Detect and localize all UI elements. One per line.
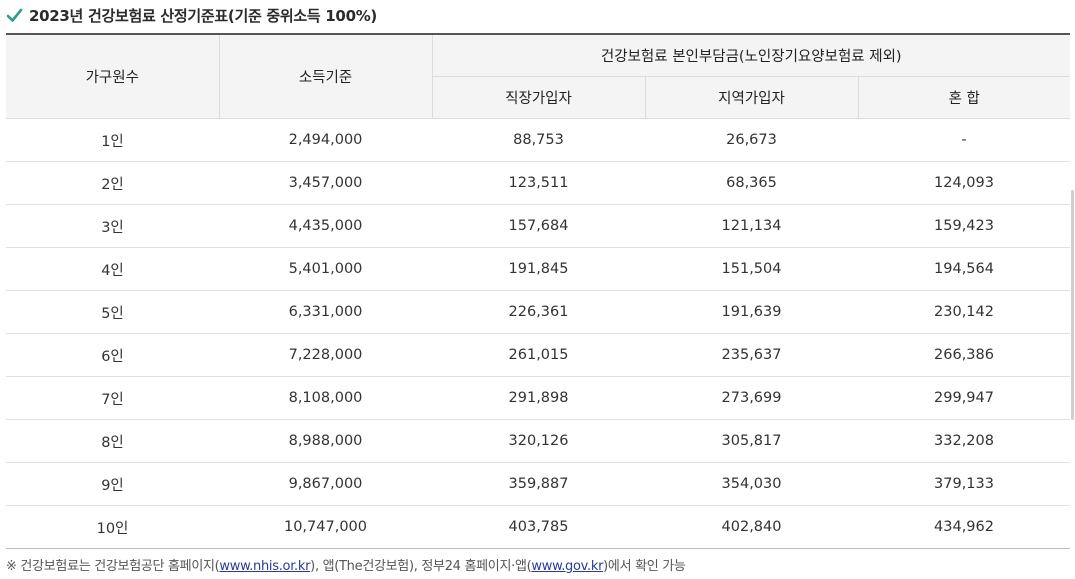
table-row: 7인 8,108,000 291,898 273,699 299,947 xyxy=(6,376,1070,420)
footnote-middle: ), 앱(The건강보험), 정부24 홈페이지·앱( xyxy=(310,559,532,574)
cell-regional: 68,365 xyxy=(645,161,858,205)
cell-income: 6,331,000 xyxy=(219,290,432,334)
footnote-suffix: )에서 확인 가능 xyxy=(603,559,686,574)
cell-regional: 402,840 xyxy=(645,505,858,549)
table-row: 6인 7,228,000 261,015 235,637 266,386 xyxy=(6,333,1070,377)
cell-income: 4,435,000 xyxy=(219,204,432,248)
scrollbar[interactable] xyxy=(1071,190,1074,420)
cell-regional: 151,504 xyxy=(645,247,858,291)
header-household: 가구원수 xyxy=(6,33,219,119)
footnote-prefix: ※ 건강보험료는 건강보험공단 홈페이지( xyxy=(6,559,220,574)
cell-mixed: 159,423 xyxy=(858,204,1070,248)
header-row-sub: 직장가입자 지역가입자 혼 합 xyxy=(6,76,1070,119)
cell-household: 4인 xyxy=(6,247,219,291)
premium-table: 가구원수 소득기준 건강보험료 본인부담금(노인장기요양보험료 제외) 직장가입… xyxy=(6,33,1070,549)
table-row: 3인 4,435,000 157,684 121,134 159,423 xyxy=(6,204,1070,248)
cell-household: 1인 xyxy=(6,118,219,162)
cell-regional: 191,639 xyxy=(645,290,858,334)
cell-workplace: 88,753 xyxy=(432,118,645,162)
section-header: 2023년 건강보험료 산정기준표(기준 중위소득 100%) xyxy=(6,3,377,27)
table-row: 8인 8,988,000 320,126 305,817 332,208 xyxy=(6,419,1070,463)
cell-income: 9,867,000 xyxy=(219,462,432,506)
footnote: ※ 건강보험료는 건강보험공단 홈페이지(www.nhis.or.kr), 앱(… xyxy=(6,555,686,574)
cell-regional: 26,673 xyxy=(645,118,858,162)
cell-household: 5인 xyxy=(6,290,219,334)
header-premium-group: 건강보험료 본인부담금(노인장기요양보험료 제외) xyxy=(431,33,1070,77)
cell-regional: 354,030 xyxy=(645,462,858,506)
table-row: 10인 10,747,000 403,785 402,840 434,962 xyxy=(6,505,1070,549)
cell-workplace: 157,684 xyxy=(432,204,645,248)
cell-income: 3,457,000 xyxy=(219,161,432,205)
cell-household: 9인 xyxy=(6,462,219,506)
page-title: 2023년 건강보험료 산정기준표(기준 중위소득 100%) xyxy=(29,6,377,25)
table-row: 4인 5,401,000 191,845 151,504 194,564 xyxy=(6,247,1070,291)
table-row: 5인 6,331,000 226,361 191,639 230,142 xyxy=(6,290,1070,334)
cell-mixed: 230,142 xyxy=(858,290,1070,334)
cell-mixed: 124,093 xyxy=(858,161,1070,205)
nhis-link[interactable]: www.nhis.or.kr xyxy=(219,559,311,574)
cell-workplace: 403,785 xyxy=(432,505,645,549)
cell-workplace: 123,511 xyxy=(432,161,645,205)
cell-income: 8,988,000 xyxy=(219,419,432,463)
cell-regional: 273,699 xyxy=(645,376,858,420)
cell-mixed: 434,962 xyxy=(858,505,1070,549)
cell-workplace: 291,898 xyxy=(432,376,645,420)
cell-income: 10,747,000 xyxy=(219,505,432,549)
cell-workplace: 191,845 xyxy=(432,247,645,291)
cell-mixed: 194,564 xyxy=(858,247,1070,291)
cell-mixed: 332,208 xyxy=(858,419,1070,463)
table-row: 9인 9,867,000 359,887 354,030 379,133 xyxy=(6,462,1070,506)
check-icon xyxy=(6,7,23,24)
cell-household: 3인 xyxy=(6,204,219,248)
cell-mixed: 266,386 xyxy=(858,333,1070,377)
header-income: 소득기준 xyxy=(218,33,432,119)
cell-mixed: 379,133 xyxy=(858,462,1070,506)
header-row-top: 가구원수 소득기준 건강보험료 본인부담금(노인장기요양보험료 제외) xyxy=(6,33,1070,119)
cell-household: 7인 xyxy=(6,376,219,420)
table-row: 2인 3,457,000 123,511 68,365 124,093 xyxy=(6,161,1070,205)
cell-household: 10인 xyxy=(6,505,219,549)
cell-mixed: - xyxy=(858,118,1070,162)
cell-workplace: 226,361 xyxy=(432,290,645,334)
cell-regional: 121,134 xyxy=(645,204,858,248)
cell-workplace: 359,887 xyxy=(432,462,645,506)
table-row: 1인 2,494,000 88,753 26,673 - xyxy=(6,118,1070,162)
cell-income: 5,401,000 xyxy=(219,247,432,291)
header-workplace: 직장가입자 xyxy=(431,76,645,119)
cell-mixed: 299,947 xyxy=(858,376,1070,420)
cell-household: 8인 xyxy=(6,419,219,463)
cell-regional: 305,817 xyxy=(645,419,858,463)
cell-household: 2인 xyxy=(6,161,219,205)
header-mixed: 혼 합 xyxy=(857,76,1070,119)
cell-workplace: 261,015 xyxy=(432,333,645,377)
cell-workplace: 320,126 xyxy=(432,419,645,463)
cell-income: 7,228,000 xyxy=(219,333,432,377)
cell-regional: 235,637 xyxy=(645,333,858,377)
gov-link[interactable]: www.gov.kr xyxy=(531,559,604,574)
cell-income: 8,108,000 xyxy=(219,376,432,420)
cell-income: 2,494,000 xyxy=(219,118,432,162)
cell-household: 6인 xyxy=(6,333,219,377)
header-regional: 지역가입자 xyxy=(644,76,858,119)
